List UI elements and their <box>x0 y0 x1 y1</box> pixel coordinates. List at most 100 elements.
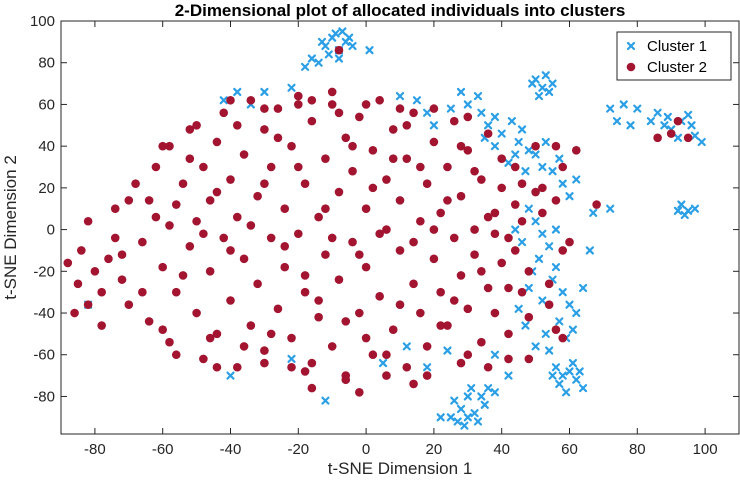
cluster-2-point <box>683 133 693 143</box>
cluster-1-point <box>456 404 466 414</box>
cluster-2-point <box>524 354 534 364</box>
cluster-1-point <box>317 37 327 46</box>
cluster-2-point <box>375 95 384 105</box>
cluster-1-point <box>524 204 533 213</box>
cluster-1-point <box>578 283 588 293</box>
cluster-2-point <box>470 225 479 234</box>
y-axis-title: t-SNE Dimension 2 <box>1 155 20 300</box>
cluster-2-point <box>287 333 296 343</box>
cluster-2-point <box>361 100 371 109</box>
cluster-1-point <box>463 100 472 109</box>
cluster-2-point <box>158 141 167 151</box>
cluster-2-point <box>144 196 154 205</box>
cluster-2-point <box>226 246 235 255</box>
cluster-2-point <box>375 292 384 301</box>
cluster-1-point <box>233 87 242 97</box>
cluster-2-point <box>490 308 500 318</box>
cluster-1-point <box>456 87 466 97</box>
cluster-2-point <box>497 183 507 193</box>
cluster-2-point <box>334 108 344 118</box>
legend-box <box>616 31 732 81</box>
cluster-2-point <box>592 200 601 209</box>
cluster-1-point <box>450 396 459 405</box>
cluster-2-point <box>456 358 466 368</box>
cluster-2-point <box>395 196 405 205</box>
cluster-2-point <box>341 375 351 385</box>
cluster-2-point <box>165 337 174 347</box>
cluster-2-point <box>212 137 222 147</box>
cluster-2-point <box>110 204 120 214</box>
cluster-2-point <box>151 212 161 222</box>
cluster-2-point <box>138 237 147 247</box>
cluster-2-point <box>470 250 479 259</box>
cluster-1-point <box>548 371 557 380</box>
cluster-2-point <box>375 229 384 239</box>
cluster-2-point <box>226 95 235 105</box>
cluster-1-point <box>606 104 615 113</box>
cluster-1-point <box>497 129 506 138</box>
cluster-2-point <box>355 112 364 122</box>
cluster-2-point <box>477 337 486 347</box>
cluster-1-point <box>436 413 445 422</box>
cluster-2-point <box>294 91 303 101</box>
cluster-2-point <box>449 296 459 305</box>
cluster-2-point <box>483 362 493 372</box>
cluster-1-point <box>226 371 235 380</box>
cluster-1-point <box>470 409 479 418</box>
cluster-2-point <box>165 221 174 230</box>
cluster-1-point <box>507 117 516 126</box>
cluster-1-point <box>453 417 462 426</box>
cluster-1-point <box>545 87 554 97</box>
cluster-1-point <box>545 242 554 251</box>
cluster-1-point <box>541 71 550 80</box>
cluster-2-point <box>402 154 412 163</box>
cluster-2-point <box>490 229 500 239</box>
cluster-1-point <box>551 225 561 234</box>
cluster-2-point <box>63 258 73 268</box>
cluster-1-point <box>473 417 483 426</box>
cluster-2-point <box>348 141 357 151</box>
cluster-1-point <box>345 33 354 42</box>
cluster-1-point <box>538 296 547 305</box>
cluster-2-point <box>124 196 134 205</box>
cluster-1-point <box>555 317 564 326</box>
cluster-1-point <box>690 204 700 213</box>
cluster-1-point <box>673 206 683 215</box>
cluster-2-point <box>327 233 337 243</box>
cluster-1-point <box>531 217 540 226</box>
cluster-2-point <box>422 342 432 351</box>
cluster-2-point <box>239 342 249 351</box>
cluster-1-point <box>653 108 662 117</box>
cluster-2-point <box>361 262 371 272</box>
cluster-2-point <box>117 275 127 284</box>
cluster-2-point <box>327 342 337 351</box>
cluster-1-point <box>365 46 374 55</box>
chart-title: 2-Dimensional plot of allocated individu… <box>175 1 626 20</box>
cluster-1-point <box>565 367 574 376</box>
cluster-2-point <box>524 267 534 276</box>
x-tick-label: 100 <box>693 441 718 458</box>
cluster-2-point <box>483 129 493 138</box>
cluster-1-point <box>521 321 530 330</box>
cluster-1-point <box>307 54 316 63</box>
x-tick-label: -80 <box>84 441 106 458</box>
cluster-2-point <box>368 183 378 193</box>
cluster-1-point <box>463 392 472 401</box>
cluster-1-point <box>551 263 561 272</box>
cluster-2-point <box>409 237 418 247</box>
cluster-1-point <box>402 342 411 351</box>
cluster-2-point <box>239 254 249 264</box>
y-tick-label: 100 <box>30 13 55 30</box>
cluster-1-point <box>321 396 330 405</box>
cluster-1-point <box>538 162 547 172</box>
cluster-1-point <box>697 137 706 147</box>
cluster-1-point <box>477 392 486 401</box>
cluster-1-point <box>619 100 628 109</box>
cluster-2-point <box>558 333 568 343</box>
cluster-2-point <box>409 108 418 118</box>
y-tick-label: -60 <box>33 347 55 364</box>
cluster-1-point <box>531 342 540 351</box>
cluster-2-point <box>212 329 222 339</box>
cluster-1-point <box>324 50 333 59</box>
